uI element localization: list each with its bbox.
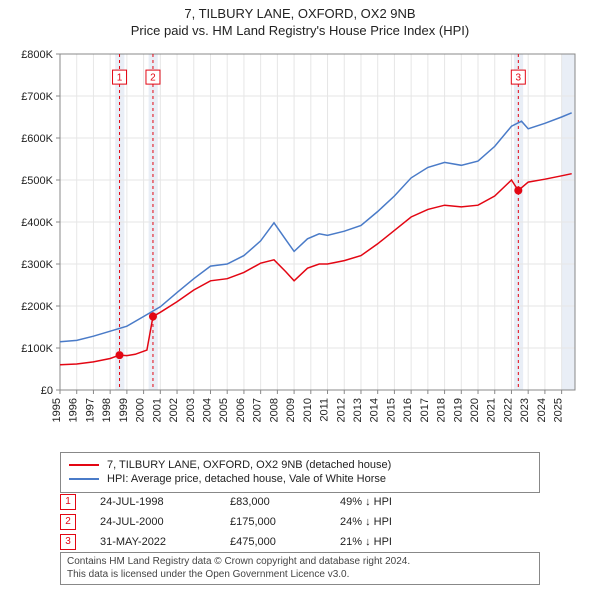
svg-text:£600K: £600K <box>21 133 53 145</box>
svg-text:£300K: £300K <box>21 259 53 271</box>
svg-text:£800K: £800K <box>21 49 53 61</box>
sale-event-date: 24-JUL-1998 <box>100 496 230 508</box>
svg-text:2000: 2000 <box>135 398 147 422</box>
sale-event-date: 24-JUL-2000 <box>100 516 230 528</box>
svg-text:1995: 1995 <box>51 398 63 422</box>
svg-text:2020: 2020 <box>469 398 481 422</box>
legend: 7, TILBURY LANE, OXFORD, OX2 9NB (detach… <box>60 452 540 493</box>
svg-text:2019: 2019 <box>452 398 464 422</box>
svg-text:2001: 2001 <box>151 398 163 422</box>
chart-title: 7, TILBURY LANE, OXFORD, OX2 9NB Price p… <box>0 0 600 40</box>
svg-text:2014: 2014 <box>369 398 381 422</box>
sale-event-row: 3 31-MAY-2022£475,00021% ↓ HPI <box>60 534 540 550</box>
legend-swatch-price-paid <box>69 464 99 466</box>
attribution-line-2: This data is licensed under the Open Gov… <box>67 569 533 582</box>
title-line-2: Price paid vs. HM Land Registry's House … <box>0 23 600 40</box>
svg-text:2016: 2016 <box>402 398 414 422</box>
svg-text:2003: 2003 <box>185 398 197 422</box>
svg-text:2023: 2023 <box>519 398 531 422</box>
svg-text:2002: 2002 <box>168 398 180 422</box>
chart-container: 7, TILBURY LANE, OXFORD, OX2 9NB Price p… <box>0 0 600 590</box>
svg-text:3: 3 <box>516 73 522 84</box>
svg-text:2017: 2017 <box>419 398 431 422</box>
sale-event-diff: 21% ↓ HPI <box>340 536 540 548</box>
attribution-line-1: Contains HM Land Registry data © Crown c… <box>67 556 533 569</box>
legend-label-hpi: HPI: Average price, detached house, Vale… <box>107 472 386 486</box>
chart-svg: £0 £100K £200K £300K £400K £500K £600K £700K £80… <box>0 44 600 444</box>
svg-text:£0: £0 <box>41 385 53 397</box>
svg-text:2010: 2010 <box>302 398 314 422</box>
legend-row-price-paid: 7, TILBURY LANE, OXFORD, OX2 9NB (detach… <box>69 458 531 472</box>
svg-text:£400K: £400K <box>21 217 53 229</box>
sale-event-price: £83,000 <box>230 496 340 508</box>
sale-event-price: £175,000 <box>230 516 340 528</box>
legend-swatch-hpi <box>69 478 99 480</box>
sale-event-diff: 49% ↓ HPI <box>340 496 540 508</box>
svg-text:1997: 1997 <box>84 398 96 422</box>
svg-text:£500K: £500K <box>21 175 53 187</box>
legend-row-hpi: HPI: Average price, detached house, Vale… <box>69 472 531 486</box>
sale-event-row: 2 24-JUL-2000£175,00024% ↓ HPI <box>60 514 540 530</box>
svg-text:1: 1 <box>117 73 123 84</box>
sale-event-row: 1 24-JUL-1998£83,00049% ↓ HPI <box>60 494 540 510</box>
svg-text:2021: 2021 <box>486 398 498 422</box>
svg-text:2012: 2012 <box>335 398 347 422</box>
svg-text:1998: 1998 <box>101 398 113 422</box>
svg-text:2025: 2025 <box>553 398 565 422</box>
svg-text:2004: 2004 <box>201 398 213 422</box>
svg-text:2008: 2008 <box>268 398 280 422</box>
sale-event-date: 31-MAY-2022 <box>100 536 230 548</box>
svg-text:2024: 2024 <box>536 398 548 422</box>
svg-text:2006: 2006 <box>235 398 247 422</box>
svg-text:2011: 2011 <box>319 398 331 422</box>
sale-event-price: £475,000 <box>230 536 340 548</box>
svg-text:2022: 2022 <box>502 398 514 422</box>
svg-text:2: 2 <box>150 73 156 84</box>
svg-text:2005: 2005 <box>218 398 230 422</box>
sale-events: 1 24-JUL-1998£83,00049% ↓ HPI 2 24-JUL-2000… <box>60 494 540 554</box>
svg-text:2007: 2007 <box>252 398 264 422</box>
legend-label-price-paid: 7, TILBURY LANE, OXFORD, OX2 9NB (detach… <box>107 458 391 472</box>
line-chart: £0 £100K £200K £300K £400K £500K £600K £700K £80… <box>0 44 600 444</box>
attribution: Contains HM Land Registry data © Crown c… <box>60 552 540 585</box>
svg-text:£200K: £200K <box>21 301 53 313</box>
svg-text:2013: 2013 <box>352 398 364 422</box>
svg-text:£100K: £100K <box>21 343 53 355</box>
svg-text:2009: 2009 <box>285 398 297 422</box>
svg-text:2015: 2015 <box>385 398 397 422</box>
svg-text:£700K: £700K <box>21 91 53 103</box>
sale-event-marker: 1 <box>60 494 76 510</box>
sale-event-diff: 24% ↓ HPI <box>340 516 540 528</box>
title-line-1: 7, TILBURY LANE, OXFORD, OX2 9NB <box>0 6 600 23</box>
sale-event-marker: 2 <box>60 514 76 530</box>
svg-text:2018: 2018 <box>436 398 448 422</box>
svg-text:1999: 1999 <box>118 398 130 422</box>
svg-text:1996: 1996 <box>68 398 80 422</box>
sale-event-marker: 3 <box>60 534 76 550</box>
